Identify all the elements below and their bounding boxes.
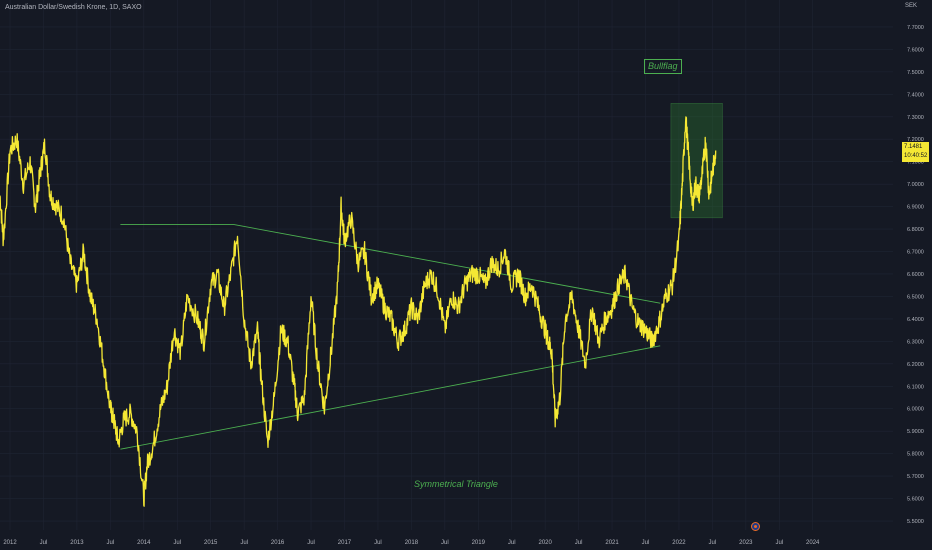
- x-tick-label: Jul: [240, 540, 248, 546]
- x-tick-label: 2012: [3, 540, 17, 546]
- chart-header: Australian Dollar/Swedish Krone, 1D, SAX…: [5, 4, 142, 11]
- y-tick-label: 7.7000: [907, 25, 924, 31]
- y-tick-label: 5.7000: [907, 474, 924, 480]
- y-tick-label: 7.2000: [907, 137, 924, 143]
- x-tick-label: Jul: [775, 540, 783, 546]
- symbol-name: Australian Dollar/Swedish Krone: [5, 4, 106, 11]
- x-tick-label: Jul: [374, 540, 382, 546]
- y-tick-label: 5.8000: [907, 452, 924, 458]
- event-marker-icon[interactable]: [751, 522, 760, 531]
- y-tick-label: 6.1000: [907, 384, 924, 390]
- x-tick-label: Jul: [173, 540, 181, 546]
- last-price-value: 7.1481: [904, 144, 923, 150]
- x-tick-label: 2023: [739, 540, 753, 546]
- y-tick-label: 6.4000: [907, 317, 924, 323]
- y-tick-label: 6.9000: [907, 205, 924, 211]
- x-tick-label: 2020: [538, 540, 552, 546]
- x-tick-label: 2013: [70, 540, 84, 546]
- y-tick-label: 6.3000: [907, 339, 924, 345]
- price-series-line: [0, 116, 717, 507]
- x-tick-label: Jul: [441, 540, 449, 546]
- triangle-upper-line: [120, 224, 661, 304]
- currency-label: SEK: [905, 3, 918, 9]
- x-tick-label: 2014: [137, 540, 151, 546]
- x-tick-label: Jul: [709, 540, 717, 546]
- y-tick-label: 6.6000: [907, 272, 924, 278]
- triangle-annotation[interactable]: Symmetrical Triangle: [414, 479, 498, 489]
- x-axis: 2012 Jul 2013 Jul 2014 Jul 2015 Jul 2016 Jul 2017 J…: [3, 540, 820, 546]
- x-tick-label: 2015: [204, 540, 218, 546]
- y-tick-label: 7.6000: [907, 47, 924, 53]
- y-axis: 5.5000 5.6000 5.7000 5.8000 5.9000 6.0000 6.10…: [907, 25, 924, 525]
- x-tick-label: 2018: [405, 540, 419, 546]
- x-tick-label: 2017: [338, 540, 352, 546]
- exchange-name: SAXO: [122, 4, 142, 11]
- y-tick-label: 6.7000: [907, 250, 924, 256]
- y-tick-label: 7.1000: [907, 160, 924, 166]
- y-tick-label: 7.0000: [907, 182, 924, 188]
- triangle-lower-line: [120, 345, 661, 450]
- x-tick-label: Jul: [508, 540, 516, 546]
- x-tick-label: 2022: [672, 540, 686, 546]
- y-tick-label: 5.6000: [907, 497, 924, 503]
- y-tick-label: 6.8000: [907, 227, 924, 233]
- last-price-countdown: 10:40:52: [904, 153, 928, 159]
- x-tick-label: Jul: [107, 540, 115, 546]
- x-tick-label: Jul: [40, 540, 48, 546]
- x-tick-label: 2019: [472, 540, 486, 546]
- y-tick-label: 6.2000: [907, 362, 924, 368]
- x-tick-label: Jul: [575, 540, 583, 546]
- y-tick-label: 7.5000: [907, 70, 924, 76]
- x-tick-label: 2016: [271, 540, 285, 546]
- last-price-badge: 7.1481 10:40:52: [902, 142, 929, 162]
- y-tick-label: 6.0000: [907, 407, 924, 413]
- y-tick-label: 7.4000: [907, 92, 924, 98]
- y-tick-label: 5.5000: [907, 519, 924, 525]
- bullflag-annotation[interactable]: Bullflag: [644, 59, 682, 74]
- y-tick-label: 6.5000: [907, 294, 924, 300]
- chart-grid: [0, 0, 893, 530]
- y-tick-label: 5.9000: [907, 429, 924, 435]
- x-tick-label: 2021: [605, 540, 619, 546]
- x-tick-label: Jul: [642, 540, 650, 546]
- x-tick-label: 2024: [806, 540, 820, 546]
- x-tick-label: Jul: [307, 540, 315, 546]
- chart-interval[interactable]: 1D: [109, 4, 119, 11]
- y-tick-label: 7.3000: [907, 115, 924, 121]
